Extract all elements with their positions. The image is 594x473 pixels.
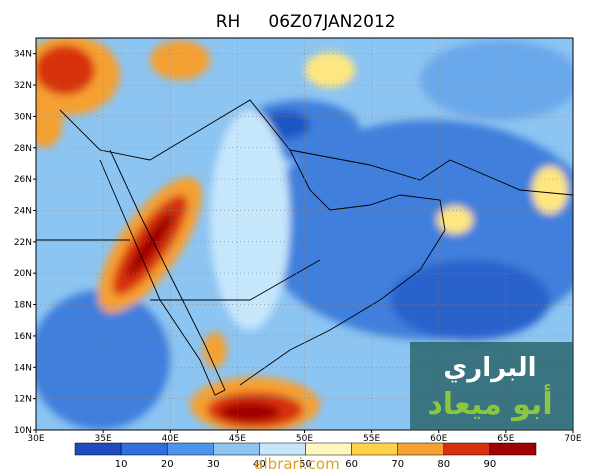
colorbar-swatch [74, 442, 122, 456]
watermark-line1: البراري [443, 353, 536, 383]
watermark-line2: أبو ميعاد [427, 384, 552, 422]
lat-label: 14N [14, 363, 32, 373]
lat-label: 24N [14, 206, 32, 216]
colorbar-swatch [259, 442, 306, 456]
colorbar-label: 20 [161, 459, 174, 470]
lon-label: 45E [229, 434, 246, 444]
colorbar-label: 90 [484, 459, 497, 470]
lon-label: 55E [363, 434, 380, 444]
colorbar-label: 10 [115, 459, 128, 470]
lon-label: 70E [564, 434, 581, 444]
colorbar-label: 40 [253, 459, 266, 470]
colorbar-swatch [443, 442, 491, 456]
lat-label: 10N [14, 426, 32, 436]
lat-label: 12N [14, 395, 32, 405]
lat-label: 22N [14, 238, 32, 248]
field [36, 38, 573, 430]
map-variable: RH [216, 12, 241, 32]
colorbar-swatch [213, 442, 260, 456]
colorbar-swatch [305, 442, 352, 456]
lon-label: 65E [497, 434, 514, 444]
lat-label: 16N [14, 332, 32, 342]
colorbar-swatch [489, 442, 537, 456]
lat-label: 30N [14, 112, 32, 122]
lon-label: 40E [162, 434, 179, 444]
grid [36, 38, 573, 430]
lat-label: 26N [14, 175, 32, 185]
colorbar-label: 80 [437, 459, 450, 470]
lon-label: 35E [95, 434, 112, 444]
colorbar: 10 20 30 40 50 60 70 80 90 [74, 442, 537, 470]
lat-label: 34N [14, 50, 32, 60]
lon-label: 50E [296, 434, 313, 444]
colorbar-label: 70 [391, 459, 404, 470]
colorbar-swatch [166, 442, 214, 456]
colorbar-label: 50 [299, 459, 312, 470]
lat-label: 32N [14, 81, 32, 91]
colorbar-swatch [397, 442, 445, 456]
lon-label: 60E [430, 434, 447, 444]
colorbar-label: 30 [207, 459, 220, 470]
watermark: البراري أبو ميعاد albrari.com [254, 342, 573, 473]
colorbar-swatch [351, 442, 398, 456]
lat-label: 20N [14, 269, 32, 279]
map-time: 06Z07JAN2012 [268, 12, 395, 32]
watermark-url: albrari.com [254, 455, 339, 473]
colorbar-swatch [120, 442, 168, 456]
colorbar-label: 60 [345, 459, 358, 470]
lat-label: 18N [14, 301, 32, 311]
lat-label: 28N [14, 144, 32, 154]
lon-label: 30E [27, 434, 44, 444]
axis-ticks: 30E 35E 40E 45E 50E 55E 60E 65E 70E 10N 12N 14N 16N 1… [14, 50, 582, 444]
